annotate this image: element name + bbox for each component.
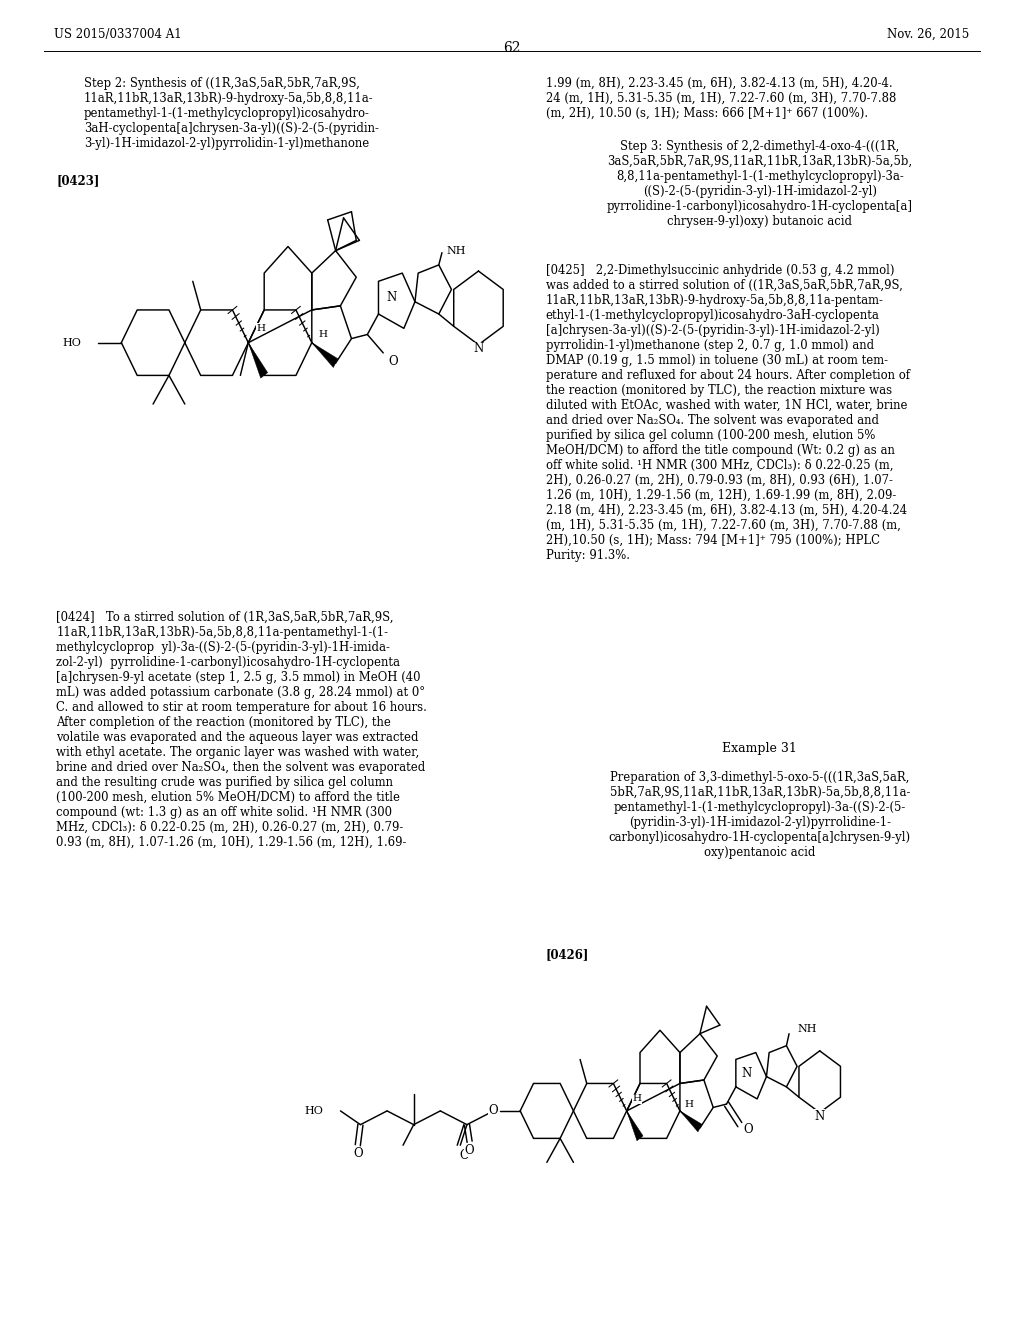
Text: [0425]   2,2-Dimethylsuccinic anhydride (0.53 g, 4.2 mmol)
was added to a stirre: [0425] 2,2-Dimethylsuccinic anhydride (0… (546, 264, 909, 562)
Text: Step 3: Synthesis of 2,2-dimethyl-4-oxo-4-(((1R,
3aS,5aR,5bR,7aR,9S,11aR,11bR,13: Step 3: Synthesis of 2,2-dimethyl-4-oxo-… (607, 140, 912, 228)
Polygon shape (680, 1111, 701, 1133)
Text: H: H (685, 1100, 693, 1109)
Text: US 2015/0337004 A1: US 2015/0337004 A1 (54, 28, 182, 41)
Text: H: H (318, 330, 328, 339)
Text: Nov. 26, 2015: Nov. 26, 2015 (888, 28, 970, 41)
Text: O: O (353, 1147, 362, 1160)
Text: [0423]: [0423] (56, 174, 99, 187)
Text: H: H (257, 323, 265, 333)
Text: N: N (741, 1067, 752, 1080)
Polygon shape (248, 343, 267, 379)
Text: Preparation of 3,3-dimethyl-5-oxo-5-(((1R,3aS,5aR,
5bR,7aR,9S,11aR,11bR,13aR,13b: Preparation of 3,3-dimethyl-5-oxo-5-(((1… (608, 771, 911, 859)
Text: [0426]: [0426] (546, 948, 589, 961)
Text: N: N (386, 292, 396, 304)
Text: [0424]   To a stirred solution of (1R,3aS,5aR,5bR,7aR,9S,
11aR,11bR,13aR,13bR)-5: [0424] To a stirred solution of (1R,3aS,… (56, 611, 427, 849)
Text: HO: HO (62, 338, 82, 347)
Text: Example 31: Example 31 (722, 742, 798, 755)
Text: O: O (465, 1144, 474, 1156)
Text: HO: HO (304, 1106, 324, 1115)
Text: Step 2: Synthesis of ((1R,3aS,5aR,5bR,7aR,9S,
11aR,11bR,13aR,13bR)-9-hydroxy-5a,: Step 2: Synthesis of ((1R,3aS,5aR,5bR,7a… (84, 77, 379, 149)
Text: O: O (488, 1105, 499, 1118)
Text: O: O (388, 355, 397, 367)
Polygon shape (311, 343, 338, 367)
Text: O: O (460, 1148, 469, 1162)
Text: N: N (814, 1110, 825, 1122)
Text: H: H (633, 1094, 642, 1104)
Text: NH: NH (446, 246, 466, 256)
Polygon shape (627, 1111, 643, 1140)
Text: 1.99 (m, 8H), 2.23-3.45 (m, 6H), 3.82-4.13 (m, 5H), 4.20-4.
24 (m, 1H), 5.31-5.3: 1.99 (m, 8H), 2.23-3.45 (m, 6H), 3.82-4.… (546, 77, 896, 120)
Text: N: N (473, 342, 483, 355)
Text: O: O (743, 1123, 754, 1137)
Text: NH: NH (797, 1023, 816, 1034)
Text: 62: 62 (503, 41, 521, 55)
